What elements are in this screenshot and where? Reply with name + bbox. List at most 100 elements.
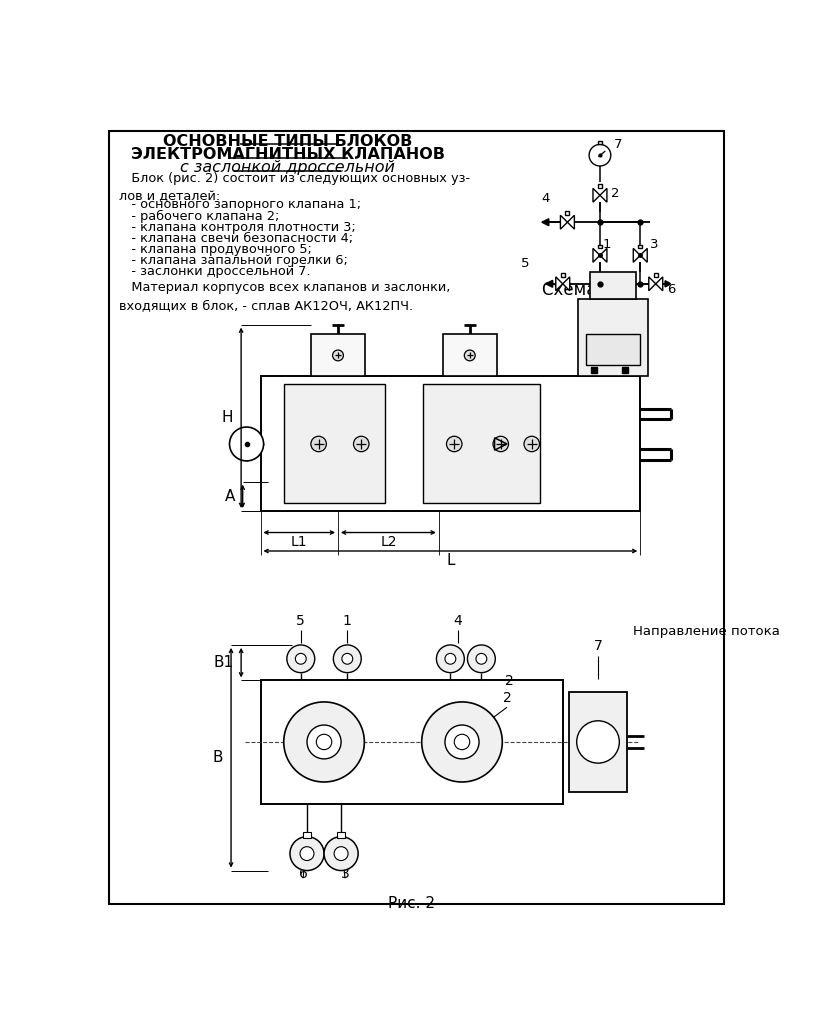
Text: 5: 5 [521,257,530,270]
Text: - основного запорного клапана 1;: - основного запорного клапана 1; [119,199,361,211]
Polygon shape [633,249,641,262]
Polygon shape [597,298,603,304]
Circle shape [334,847,348,860]
Bar [303,833,311,839]
Polygon shape [641,249,647,262]
Polygon shape [649,276,656,291]
Circle shape [524,436,540,452]
Bar [311,334,365,376]
Text: - клапана контроля плотности 3;: - клапана контроля плотности 3; [119,220,355,233]
Text: Блок (рис. 2) состоит из следующих основных уз-
лов и деталей:: Блок (рис. 2) состоит из следующих основ… [119,172,470,203]
Circle shape [333,645,361,673]
Text: 6: 6 [298,866,307,881]
Text: L: L [446,553,454,568]
Circle shape [437,645,464,673]
Text: ЭЛЕКТРОМАГНИТНЫХ КЛАПАНОВ: ЭЛЕКТРОМАГНИТНЫХ КЛАПАНОВ [131,146,445,162]
Polygon shape [556,276,563,291]
Bar [638,245,642,249]
Bar [260,680,563,804]
Circle shape [454,734,470,750]
Text: 2: 2 [611,187,620,201]
Text: 1: 1 [343,614,352,628]
Text: L1: L1 [291,535,307,549]
Polygon shape [567,215,574,229]
Circle shape [445,725,479,759]
Polygon shape [656,276,663,291]
Bar [578,299,648,376]
Circle shape [295,653,307,665]
Polygon shape [593,188,600,202]
Bar [586,334,641,365]
Bar [566,211,569,215]
Text: 7: 7 [614,138,623,151]
Bar [598,184,602,188]
Circle shape [284,701,364,782]
Bar [442,334,497,376]
Bar [337,833,345,839]
Polygon shape [665,281,671,287]
Bar [598,141,602,144]
Circle shape [287,645,315,673]
Text: 5: 5 [297,614,305,628]
Text: A: A [224,488,235,504]
Circle shape [311,436,326,452]
Text: L2: L2 [380,535,397,549]
Bar [654,273,658,276]
Circle shape [446,436,462,452]
Circle shape [493,436,508,452]
Bar [424,384,540,503]
Circle shape [290,837,324,870]
Text: B: B [213,751,224,765]
Text: 2: 2 [502,691,511,705]
Bar [598,245,602,249]
Circle shape [354,436,369,452]
Text: 3: 3 [650,239,658,252]
Text: B1: B1 [213,655,233,670]
Polygon shape [546,281,553,288]
Bar [561,273,565,276]
Bar [260,376,641,511]
Circle shape [307,725,341,759]
Text: 4: 4 [541,193,550,205]
Polygon shape [560,215,567,229]
Text: ОСНОВНЫЕ ТИПЫ БЛОКОВ: ОСНОВНЫЕ ТИПЫ БЛОКОВ [163,134,412,148]
Bar [590,272,637,299]
Polygon shape [600,249,607,262]
Bar [284,384,385,503]
Bar [569,692,627,792]
Text: с заслонкой дроссельной: с заслонкой дроссельной [180,160,395,175]
Text: 4: 4 [454,614,463,628]
Text: - клапана свечи безопасности 4;: - клапана свечи безопасности 4; [119,231,353,245]
Text: Схема 11: Схема 11 [541,282,623,299]
Text: - клапана запальной горелки 6;: - клапана запальной горелки 6; [119,254,347,267]
Polygon shape [541,219,549,225]
Circle shape [476,653,487,665]
Circle shape [316,734,332,750]
Text: 2: 2 [505,674,513,688]
Text: Материал корпусов всех клапанов и заслонки,
входящих в блок, - сплав АК12ОЧ, АК1: Материал корпусов всех клапанов и заслон… [119,282,450,312]
Polygon shape [563,276,570,291]
Circle shape [464,350,475,360]
Text: 3: 3 [341,866,350,881]
Circle shape [324,837,359,870]
Circle shape [445,653,456,665]
Polygon shape [593,249,600,262]
Text: - клапана продувочного 5;: - клапана продувочного 5; [119,243,311,256]
Text: Рис. 2: Рис. 2 [388,896,435,911]
Circle shape [342,653,353,665]
Circle shape [467,645,495,673]
Text: 6: 6 [667,283,676,296]
Text: - рабочего клапана 2;: - рабочего клапана 2; [119,210,279,222]
Text: 7: 7 [593,639,602,653]
Circle shape [576,721,620,763]
Circle shape [589,144,611,166]
Circle shape [300,847,314,860]
Polygon shape [600,188,607,202]
Circle shape [333,350,343,360]
Circle shape [229,427,263,461]
Text: H: H [222,411,233,425]
Circle shape [422,701,502,782]
Text: 1: 1 [602,239,611,252]
Text: - заслонки дроссельной 7.: - заслонки дроссельной 7. [119,265,311,279]
Text: Направление потока: Направление потока [633,626,780,638]
